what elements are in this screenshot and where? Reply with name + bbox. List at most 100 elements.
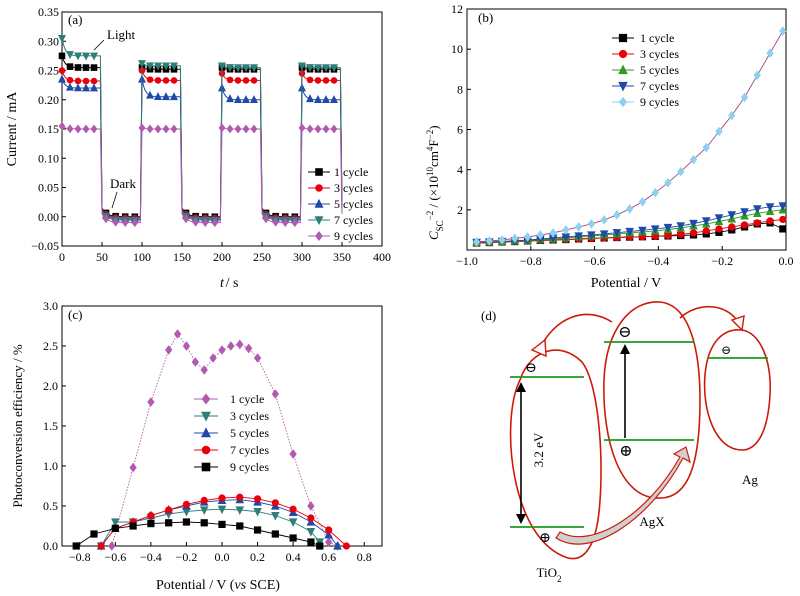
panel-c-data-point bbox=[200, 519, 208, 527]
panel-c-data-point bbox=[199, 506, 209, 515]
panel-b-data-point bbox=[599, 230, 609, 239]
panel-b-data-point bbox=[701, 217, 711, 226]
panel-c-data-point bbox=[218, 520, 226, 528]
panel-c-y-tick-label: 2.0 bbox=[43, 379, 58, 393]
ag-label: Ag bbox=[742, 472, 758, 487]
panel-a-data-point bbox=[298, 62, 306, 71]
panel-b-data-point bbox=[626, 204, 634, 214]
panel-a-x-tick-label: 150 bbox=[173, 250, 191, 264]
panel-b-x-tick-label: 0.0 bbox=[779, 254, 794, 268]
panel-a-data-point bbox=[58, 35, 66, 43]
panel-c-y-tick-label: 0.5 bbox=[43, 499, 58, 513]
panel-a-series-line bbox=[61, 70, 343, 219]
panel-c-data-point bbox=[164, 345, 173, 355]
panel-a-data-point bbox=[234, 124, 242, 134]
panel-c-x-tick-label: 0.4 bbox=[286, 550, 301, 564]
panel-c-legend-entry: 1 cycle bbox=[230, 392, 264, 406]
agx-label: AgX bbox=[639, 514, 665, 529]
panel-a-data-point bbox=[330, 95, 338, 104]
panel-a-data-point bbox=[58, 74, 66, 83]
panel-c-data-point bbox=[235, 506, 245, 515]
panel-a-data-point bbox=[211, 218, 219, 228]
panel-a-legend-entry: 5 cycles bbox=[334, 197, 373, 211]
panel-c-data-point bbox=[108, 541, 116, 551]
panel-a-x-tick-label: 50 bbox=[96, 250, 108, 264]
panel-a-y-tick-label: 0.20 bbox=[38, 93, 59, 107]
panel-b-frame bbox=[466, 8, 787, 251]
panel-a-data-point bbox=[154, 62, 162, 71]
panel-a-x-tick-label: 350 bbox=[333, 250, 351, 264]
panel-b-y-label-end: ) bbox=[426, 125, 441, 129]
panel-b-data-point bbox=[612, 229, 622, 238]
panel-b-data-point bbox=[677, 230, 685, 238]
panel-a-data-point bbox=[314, 77, 322, 84]
panel-b-data-point bbox=[740, 221, 749, 229]
panel-a-y-tick-label: −0.05 bbox=[31, 239, 59, 253]
panel-c-y-tick-label: 3.0 bbox=[43, 299, 58, 313]
panel-b-legend-entry: 9 cycles bbox=[640, 95, 679, 109]
panel-c-x-tick-label: 0.6 bbox=[321, 550, 336, 564]
panel-a-legend-entry: 9 cycles bbox=[334, 229, 373, 243]
panel-a-legend-marker bbox=[315, 231, 323, 241]
panel-a-data-point bbox=[250, 77, 258, 84]
panel-b-data-point bbox=[587, 219, 596, 229]
panel-c-data-point bbox=[182, 341, 191, 351]
panel-c-data-point bbox=[289, 449, 297, 459]
ag-shell bbox=[703, 329, 771, 451]
panel-b-data-point bbox=[702, 227, 710, 235]
panel-a-data-point bbox=[322, 77, 330, 84]
panel-c-data-point bbox=[129, 522, 137, 530]
panel-a-data-point bbox=[146, 76, 154, 83]
panel-c-data-point bbox=[333, 541, 342, 550]
panel-b-data-point bbox=[702, 142, 710, 153]
panel-b-data-point bbox=[638, 197, 647, 207]
panel-b-legend-marker bbox=[618, 49, 628, 59]
panel-a-legend: 1 cycle 3 cycles 5 cycles 7 cycles 9 cycles bbox=[308, 165, 373, 243]
panel-c-x-tick-label: 0.2 bbox=[250, 550, 265, 564]
tio2-hole-symbol: ⊕ bbox=[539, 531, 551, 546]
panel-a-data-point bbox=[226, 76, 234, 84]
panel-c-y-tick-label: 1.5 bbox=[43, 419, 58, 433]
panel-a-legend-marker bbox=[315, 184, 323, 192]
panel-b-data-point bbox=[689, 154, 698, 165]
panel-c-label: (c) bbox=[68, 307, 82, 322]
panel-b-data-point bbox=[779, 215, 787, 224]
panel-a-data-point bbox=[322, 124, 330, 134]
panel-b-data-point bbox=[753, 70, 761, 81]
tio2-electron-symbol: ⊖ bbox=[525, 361, 537, 376]
transfer-arrow-agx-to-ag-head bbox=[730, 314, 745, 332]
panel-a-data-point bbox=[90, 52, 98, 61]
panel-b-data-point bbox=[778, 202, 788, 211]
panel-c-legend-marker bbox=[201, 445, 211, 455]
panel-b-data-point bbox=[625, 227, 634, 237]
panel-c-data-point bbox=[271, 389, 280, 399]
panel-b-data-point bbox=[677, 166, 685, 177]
panel-c-legend: 1 cycle 3 cycles 5 cycles 7 cycles 9 cycles bbox=[194, 392, 269, 474]
panel-c-x-axis-label: Potential / V (vs SCE) bbox=[156, 578, 280, 593]
panel-b-y-label-rest: / (×10 bbox=[426, 176, 441, 211]
panel-b-data-point bbox=[753, 205, 762, 214]
panel-c-data-point bbox=[182, 500, 191, 509]
panel-b-y-tick-label: 10 bbox=[451, 42, 463, 56]
panel-b-x-tick-label: −1.0 bbox=[456, 254, 478, 268]
panel-b: (b) −1.0 −0.8 −0.6 −0.4 −0.2 0.0 2 4 6 8 10 12 1 cy… bbox=[425, 2, 794, 291]
panel-b-y-label-sup3: 4 bbox=[425, 146, 435, 151]
panel-c-data-point bbox=[244, 343, 253, 354]
panel-c-data-point bbox=[253, 495, 262, 503]
panel-c-x-label-prefix: Potential / V ( bbox=[156, 578, 235, 593]
panel-c-x-label-suffix: SCE) bbox=[246, 578, 280, 593]
panel-b-data-point bbox=[779, 26, 787, 36]
panel-b-data-point bbox=[651, 187, 659, 198]
panel-c-x-tick-label: 0.8 bbox=[357, 550, 372, 564]
panel-c-data-point bbox=[288, 518, 298, 527]
panel-c-data-point bbox=[200, 365, 208, 375]
panel-a-data-point bbox=[314, 64, 322, 73]
panel-a-data-point bbox=[234, 77, 242, 84]
panel-a-x-axis-label: t bbox=[220, 276, 225, 291]
panel-a-data-point bbox=[112, 217, 119, 227]
panel-a-data-point bbox=[182, 214, 190, 224]
panel-c-y-tick-label: 1.0 bbox=[43, 459, 58, 473]
panel-b-data-point bbox=[663, 223, 673, 233]
panel-a-series bbox=[58, 35, 343, 228]
